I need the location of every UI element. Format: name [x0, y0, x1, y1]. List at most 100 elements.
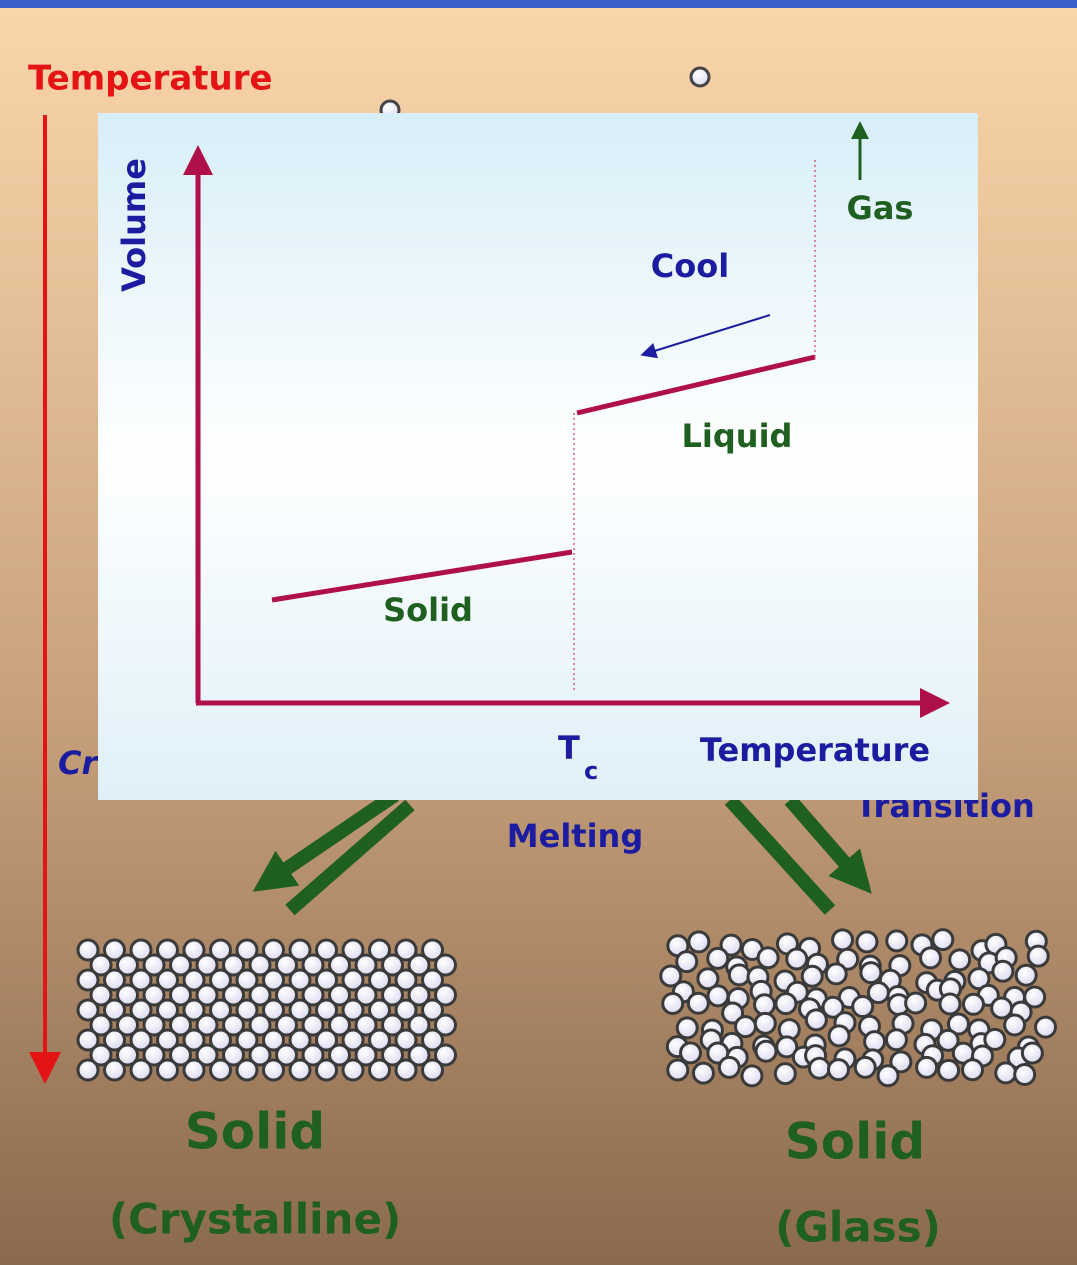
atom	[142, 983, 166, 1007]
atom	[209, 938, 232, 962]
crystalline-lattice	[76, 938, 457, 1082]
atom	[721, 1001, 745, 1025]
atom	[706, 946, 730, 970]
atom	[209, 968, 232, 992]
atom	[855, 930, 879, 954]
atom	[288, 938, 312, 962]
atom	[182, 938, 206, 962]
atom	[76, 968, 100, 992]
atom	[315, 938, 338, 962]
atom	[394, 938, 418, 962]
atom	[76, 1058, 100, 1082]
atom	[116, 1013, 139, 1037]
atom	[800, 964, 824, 988]
atom	[675, 950, 699, 974]
arrow	[724, 795, 836, 915]
atom	[826, 1058, 850, 1082]
atom	[936, 1028, 960, 1052]
atom	[368, 938, 391, 962]
atom	[687, 930, 711, 954]
atom	[679, 1041, 703, 1065]
atom	[103, 1058, 126, 1082]
atom	[248, 1013, 272, 1037]
atom	[407, 983, 431, 1007]
atom	[354, 1043, 378, 1067]
atom	[262, 998, 285, 1022]
atom	[89, 1043, 113, 1067]
atom	[381, 1043, 404, 1067]
atom	[821, 995, 845, 1019]
atom	[407, 953, 431, 977]
atom	[129, 1028, 153, 1052]
atom	[666, 1058, 690, 1082]
atom	[354, 953, 378, 977]
melting-label: Melting	[507, 817, 643, 855]
atom	[103, 938, 126, 962]
atom	[1003, 1013, 1027, 1037]
solid-line	[271, 549, 573, 603]
atom	[103, 998, 126, 1022]
atom	[937, 1058, 961, 1082]
atom	[328, 1013, 351, 1037]
atom	[156, 938, 179, 962]
atom	[169, 1013, 192, 1037]
x-axis-label: Temperature	[700, 731, 930, 769]
process-arrows	[252, 789, 872, 916]
cool-arrow	[640, 314, 771, 359]
liquid-line	[576, 354, 816, 416]
y-axis-label: Volume	[115, 158, 153, 292]
atom	[76, 1028, 100, 1052]
atom	[675, 1016, 699, 1040]
atom	[235, 1028, 259, 1052]
atom	[381, 953, 404, 977]
crystallization-label: Cr	[58, 744, 99, 782]
atom	[341, 938, 365, 962]
atom	[103, 968, 126, 992]
atom	[804, 1008, 828, 1032]
atom	[116, 983, 139, 1007]
atom	[991, 959, 1015, 983]
atom	[142, 953, 166, 977]
atom	[967, 967, 991, 991]
atom	[1014, 963, 1038, 987]
atom	[1020, 1041, 1044, 1065]
atom	[182, 968, 206, 992]
atom	[156, 1028, 179, 1052]
atom	[938, 992, 962, 1016]
atom	[421, 1058, 444, 1082]
atom	[696, 967, 720, 991]
atom	[434, 983, 457, 1007]
arrow	[285, 799, 415, 916]
atom	[661, 991, 685, 1015]
atom	[288, 1028, 312, 1052]
atom	[394, 1028, 418, 1052]
atom	[182, 1058, 206, 1082]
structure-title: Solid	[185, 1103, 325, 1161]
atom	[116, 953, 139, 977]
atom	[328, 953, 351, 977]
atom	[851, 995, 875, 1019]
atom	[195, 983, 219, 1007]
atom	[752, 993, 776, 1017]
atom	[961, 1058, 985, 1082]
atom	[407, 1043, 431, 1067]
atom	[222, 1043, 245, 1067]
atom	[990, 996, 1014, 1020]
atom	[733, 1015, 757, 1039]
atom	[717, 1055, 741, 1079]
atom	[824, 962, 848, 986]
atom	[195, 1043, 219, 1067]
atom	[262, 1028, 285, 1052]
atom	[368, 998, 391, 1022]
atom	[129, 938, 153, 962]
atom	[421, 938, 444, 962]
atom	[262, 968, 285, 992]
atom	[1013, 1063, 1037, 1087]
structure-subtitle: (Glass)	[775, 1203, 941, 1252]
atom	[961, 992, 985, 1016]
atom	[394, 998, 418, 1022]
atom	[182, 1028, 206, 1052]
atom	[381, 1013, 404, 1037]
atom	[248, 1043, 272, 1067]
atom	[719, 933, 743, 957]
